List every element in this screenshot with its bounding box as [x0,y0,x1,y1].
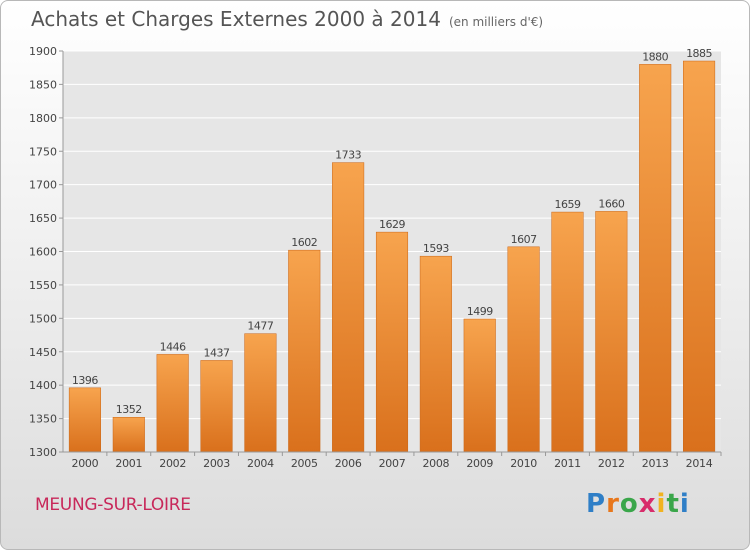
chart-title-block: Achats et Charges Externes 2000 à 2014 (e… [31,7,543,31]
labels: 1300 1350 1400 1450 1500 1550 1600 1650 1700 1750… [29,45,713,470]
x-tick-label: 2011 [554,457,581,470]
x-tick-label: 2005 [291,457,318,470]
data-label: 1446 [160,340,186,353]
data-label: 1499 [467,305,493,318]
bar-2005 [288,249,321,453]
data-label: 1593 [423,242,449,255]
bar-2008 [419,255,452,453]
logo-letter: x [638,489,657,519]
y-tick-label: 1450 [29,346,57,359]
data-label: 1629 [379,218,405,231]
bar-2000 [68,387,101,453]
logo-letter: t [666,489,680,519]
x-tick-label: 2001 [115,457,142,470]
y-tick-label: 1750 [29,145,57,158]
bar-2004 [244,333,277,453]
y-tick-label: 1500 [29,312,57,325]
town-name: MEUNG-SUR-LOIRE [35,495,191,515]
x-tick-label: 2014 [686,457,713,470]
y-tick-label: 1900 [29,45,57,58]
bar-2013 [639,64,672,453]
bar-2001 [112,416,145,453]
y-tick-label: 1550 [29,279,57,292]
logo-letter: P [586,489,607,519]
data-label: 1880 [642,50,668,63]
bar-2011 [551,211,584,453]
chart-subtitle: (en milliers d'€) [448,15,544,29]
x-tick-label: 2008 [422,457,449,470]
bars [68,60,716,453]
logo-letter: i [656,489,667,519]
chart-title: Achats et Charges Externes 2000 à 2014 [31,7,441,31]
bar-2003 [200,360,233,453]
data-label: 1885 [686,47,712,60]
y-tick-label: 1600 [29,246,57,259]
data-label: 1602 [291,236,317,249]
bar-2012 [595,211,628,453]
y-tick-label: 1850 [29,78,57,91]
x-tick-label: 2013 [642,457,669,470]
y-tick-label: 1650 [29,212,57,225]
data-label: 1733 [335,149,361,162]
bar-2014 [683,60,716,453]
bar-2007 [375,231,409,453]
logo-letter: i [679,489,690,519]
x-tick-label: 2000 [72,457,99,470]
x-tick-label: 2006 [335,457,362,470]
axes [62,51,722,456]
proxiti-logo: Proxiti [586,489,690,519]
bar-2010 [507,246,540,453]
data-label: 1660 [598,197,624,210]
data-label: 1437 [204,346,230,359]
x-tick-label: 2010 [510,457,537,470]
logo-letter: r [606,489,620,519]
data-label: 1659 [554,198,580,211]
y-tick-label: 1350 [29,413,57,426]
y-tick-label: 1800 [29,112,57,125]
y-tick-label: 1300 [29,446,57,459]
x-tick-label: 2004 [247,457,274,470]
data-label: 1396 [72,374,98,387]
logo-letter: o [619,489,639,519]
y-tick-label: 1400 [29,379,57,392]
x-tick-label: 2012 [598,457,625,470]
bar-2009 [463,318,496,453]
data-label: 1607 [511,233,537,246]
data-label: 1477 [247,320,273,333]
x-tick-label: 2002 [159,457,186,470]
bar-2006 [332,162,365,453]
x-tick-label: 2007 [379,457,406,470]
bar-2002 [156,354,189,453]
x-tick-label: 2003 [203,457,230,470]
x-tick-label: 2009 [466,457,493,470]
y-tick-label: 1700 [29,179,57,192]
data-label: 1352 [116,403,142,416]
